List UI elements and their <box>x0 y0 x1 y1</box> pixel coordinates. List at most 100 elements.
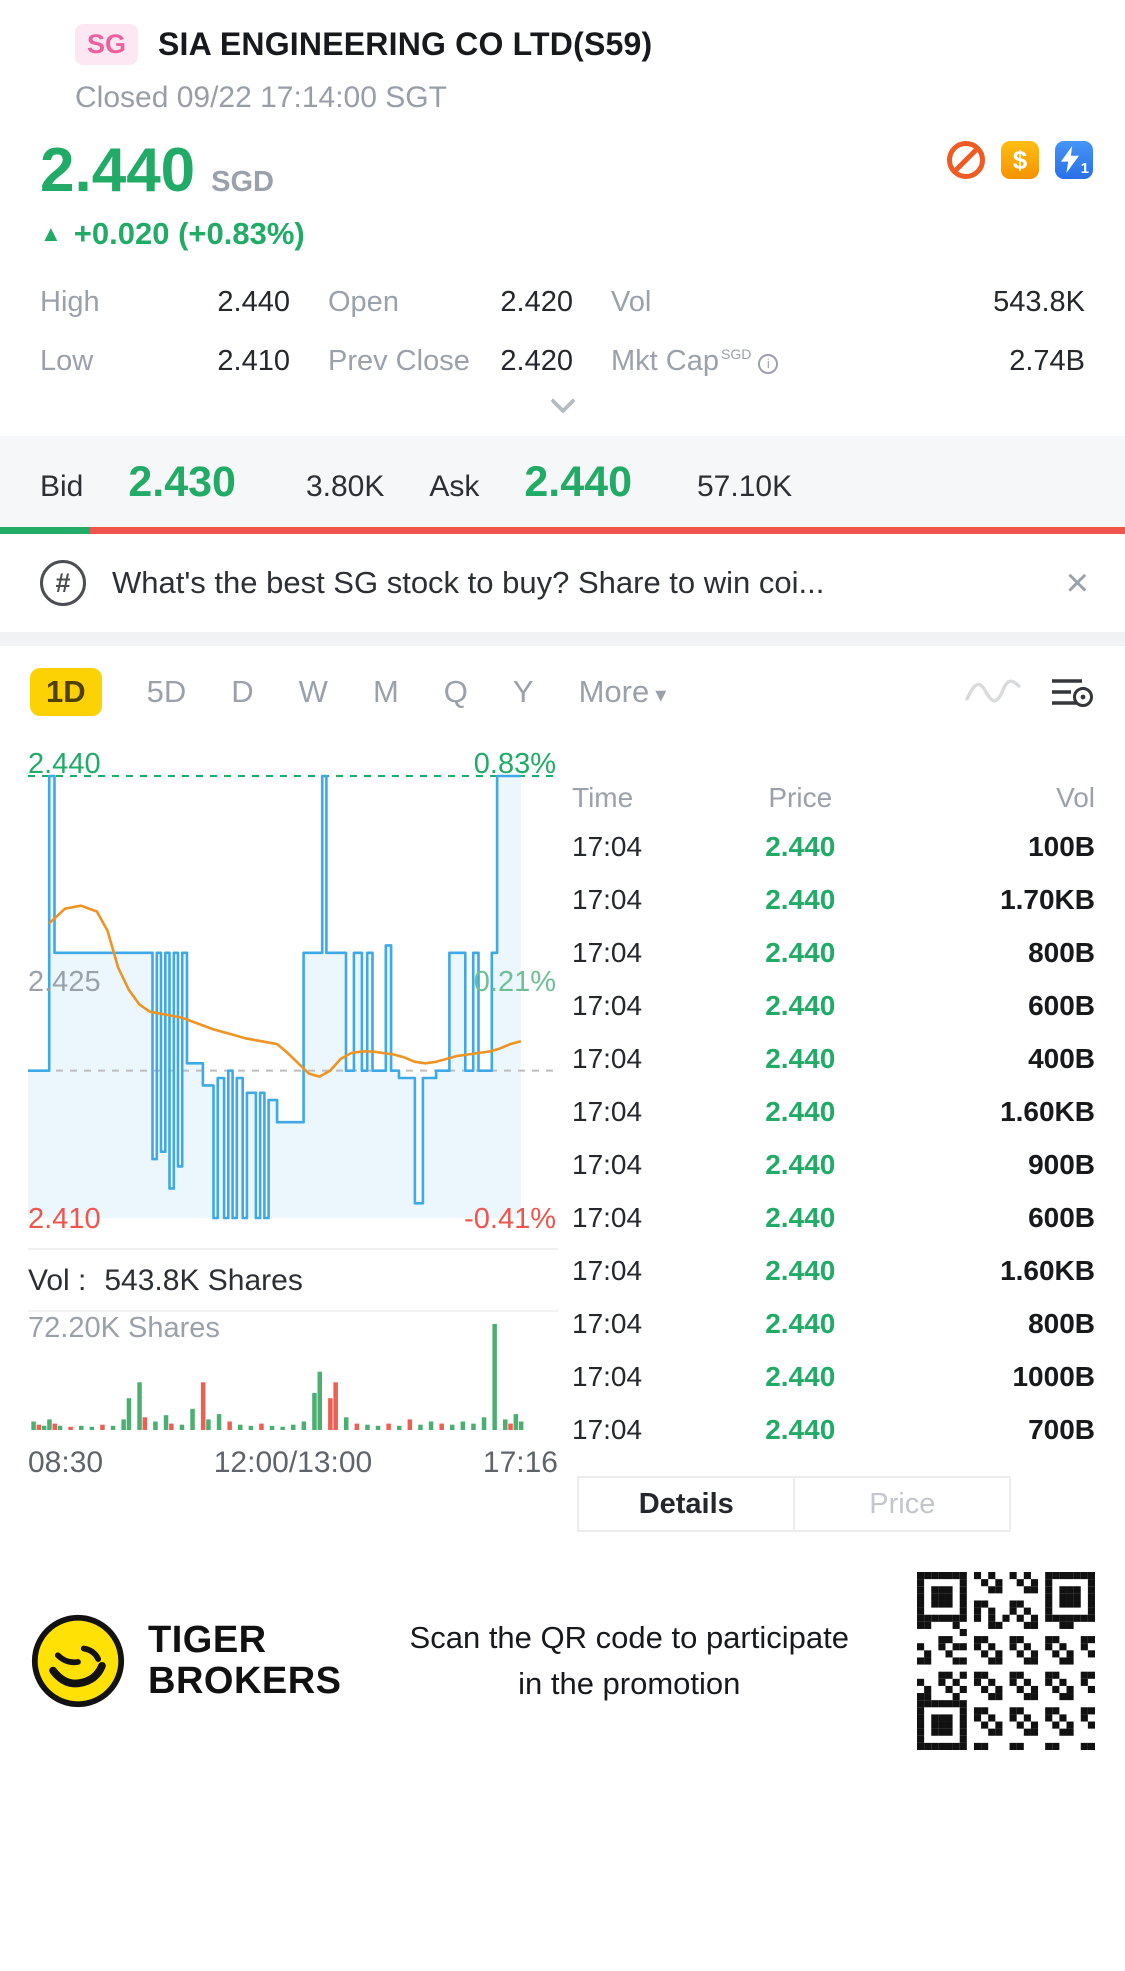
col-header-vol: Vol <box>1056 782 1095 813</box>
volume-chart[interactable]: 72.20K Shares <box>28 1312 558 1430</box>
time-sales-panel: Time Price Vol 17:04 2.440 100B 17:04 2.440 1… <box>560 768 1125 1532</box>
tab-w[interactable]: W <box>298 674 328 709</box>
ask-size: 57.10K <box>697 470 793 503</box>
chevron-down-icon: ▾ <box>655 682 667 707</box>
trade-price: 2.440 <box>765 1254 836 1286</box>
tab-q[interactable]: Q <box>443 674 468 709</box>
stat-prev-close: Prev Close 2.420 <box>328 345 573 378</box>
trade-time: 17:04 <box>572 1413 643 1445</box>
chart-high-pct-label: 0.83% <box>473 748 556 780</box>
stat-value: 2.410 <box>217 345 290 377</box>
time-sales-header: Time Price Vol <box>572 768 1095 820</box>
chart-low-price-label: 2.410 <box>28 1203 101 1235</box>
table-row: 17:04 2.440 1.60KB <box>572 1085 1095 1138</box>
chart-column: 2.440 0.83% 2.425 0.21% 2.410 -0.41% Vol… <box>0 748 560 1532</box>
bid-label: Bid <box>40 470 84 503</box>
trade-volume: 600B <box>1028 1201 1095 1233</box>
bid-ask-panel: Bid 2.430 3.80K Ask 2.440 57.10K <box>0 436 1125 527</box>
tab-details[interactable]: Details <box>577 1476 796 1532</box>
stats-grid: High 2.440 Open 2.420 Vol 543.8K Low 2.410 Prev … <box>0 286 1125 378</box>
chart-low-pct-label: -0.41% <box>464 1203 556 1235</box>
axis-tick-midday: 12:00/13:00 <box>213 1446 373 1479</box>
chevron-down-icon <box>549 388 576 414</box>
lightning-bolt-icon <box>1061 146 1079 173</box>
table-row: 17:04 2.440 1000B <box>572 1350 1095 1403</box>
table-row: 17:04 2.440 800B <box>572 926 1095 979</box>
trade-time: 17:04 <box>572 883 643 915</box>
qr-code <box>917 1572 1095 1750</box>
stat-low: Low 2.410 <box>40 345 290 378</box>
time-sales-rows: 17:04 2.440 100B 17:04 2.440 1.70KB 17:04 2.440… <box>572 820 1095 1456</box>
no-trade-icon[interactable] <box>947 141 985 179</box>
stock-title: SIA ENGINEERING CO LTD(S59) <box>158 26 653 62</box>
bid-ask-ratio-bar <box>0 527 1125 534</box>
volume-summary-row: Vol : 543.8K Shares <box>28 1248 558 1312</box>
table-row: 17:04 2.440 800B <box>572 1297 1095 1350</box>
axis-tick-close: 17:16 <box>482 1446 558 1479</box>
tab-y[interactable]: Y <box>512 674 534 709</box>
dividend-icon[interactable]: $ <box>1001 141 1039 179</box>
bid-size: 3.80K <box>305 470 385 503</box>
trade-volume: 100B <box>1028 830 1095 862</box>
trade-price: 2.440 <box>765 1148 836 1180</box>
trade-volume: 1.70KB <box>1000 883 1095 915</box>
trade-time: 17:04 <box>572 830 643 862</box>
trade-price: 2.440 <box>765 1360 836 1392</box>
stat-high: High 2.440 <box>40 286 290 319</box>
stat-vol: Vol 543.8K <box>611 286 1085 319</box>
table-row: 17:04 2.440 700B <box>572 1403 1095 1456</box>
tab-d[interactable]: D <box>231 674 254 709</box>
currency-label: SGD <box>211 166 274 198</box>
volume-axis-max-label: 72.20K Shares <box>28 1312 220 1344</box>
trade-price: 2.440 <box>765 1201 836 1233</box>
trade-time: 17:04 <box>572 1360 643 1392</box>
footer: TIGER BROKERS Scan the QR code to partic… <box>0 1572 1125 1750</box>
chart-settings-icon[interactable] <box>1049 673 1095 711</box>
trade-time: 17:04 <box>572 1042 643 1074</box>
stat-value: 543.8K <box>993 286 1085 318</box>
trade-volume: 800B <box>1028 1307 1095 1339</box>
stat-label: Low <box>40 345 94 377</box>
tab-m[interactable]: M <box>372 674 399 709</box>
brand-line1: TIGER <box>148 1618 267 1661</box>
tab-more[interactable]: More ▾ <box>578 674 667 709</box>
tab-5d[interactable]: 5D <box>146 674 187 709</box>
chart-mid-pct-label: 0.21% <box>473 966 556 998</box>
promo-banner[interactable]: # What's the best SG stock to buy? Share… <box>0 534 1125 632</box>
table-row: 17:04 2.440 1.60KB <box>572 1244 1095 1297</box>
footer-promo-text: Scan the QR code to participate in the p… <box>409 1619 849 1702</box>
tab-1d[interactable]: 1D <box>30 668 102 716</box>
trade-price: 2.440 <box>765 830 836 862</box>
trade-price: 2.440 <box>765 936 836 968</box>
brand-name: TIGER BROKERS <box>148 1618 342 1702</box>
ask-label: Ask <box>429 470 480 503</box>
expand-stats-button[interactable] <box>0 388 1125 422</box>
trade-volume: 1.60KB <box>1000 1095 1095 1127</box>
trade-price: 2.440 <box>765 989 836 1021</box>
stat-open: Open 2.420 <box>328 286 573 319</box>
trade-time: 17:04 <box>572 1095 643 1127</box>
trade-time: 17:04 <box>572 1148 643 1180</box>
trend-line-icon[interactable] <box>965 677 1021 707</box>
table-row: 17:04 2.440 400B <box>572 1032 1095 1085</box>
trade-volume: 700B <box>1028 1413 1095 1445</box>
trade-time: 17:04 <box>572 936 643 968</box>
quote-section: 2.440 SGD $ 1 ▲ +0.020 (+0.83%) <box>0 115 1125 252</box>
flash-deal-icon[interactable]: 1 <box>1055 141 1093 179</box>
flash-badge-count: 1 <box>1080 160 1089 177</box>
chart-high-price-label: 2.440 <box>28 748 101 780</box>
axis-tick-open: 08:30 <box>28 1446 104 1479</box>
header: SG SIA ENGINEERING CO LTD(S59) Closed 09… <box>0 0 1125 115</box>
trade-volume: 600B <box>1028 989 1095 1021</box>
brand-line2: BROKERS <box>148 1660 342 1702</box>
volume-value: 543.8K Shares <box>104 1264 303 1297</box>
tab-price[interactable]: Price <box>793 1476 1012 1532</box>
bid-price: 2.430 <box>128 458 236 506</box>
close-icon[interactable]: × <box>1065 561 1089 605</box>
trade-time: 17:04 <box>572 1201 643 1233</box>
table-row: 17:04 2.440 1.70KB <box>572 873 1095 926</box>
price-chart[interactable]: 2.440 0.83% 2.425 0.21% 2.410 -0.41% <box>28 748 558 1235</box>
col-header-price: Price <box>768 782 833 813</box>
info-icon[interactable]: i <box>758 353 779 374</box>
